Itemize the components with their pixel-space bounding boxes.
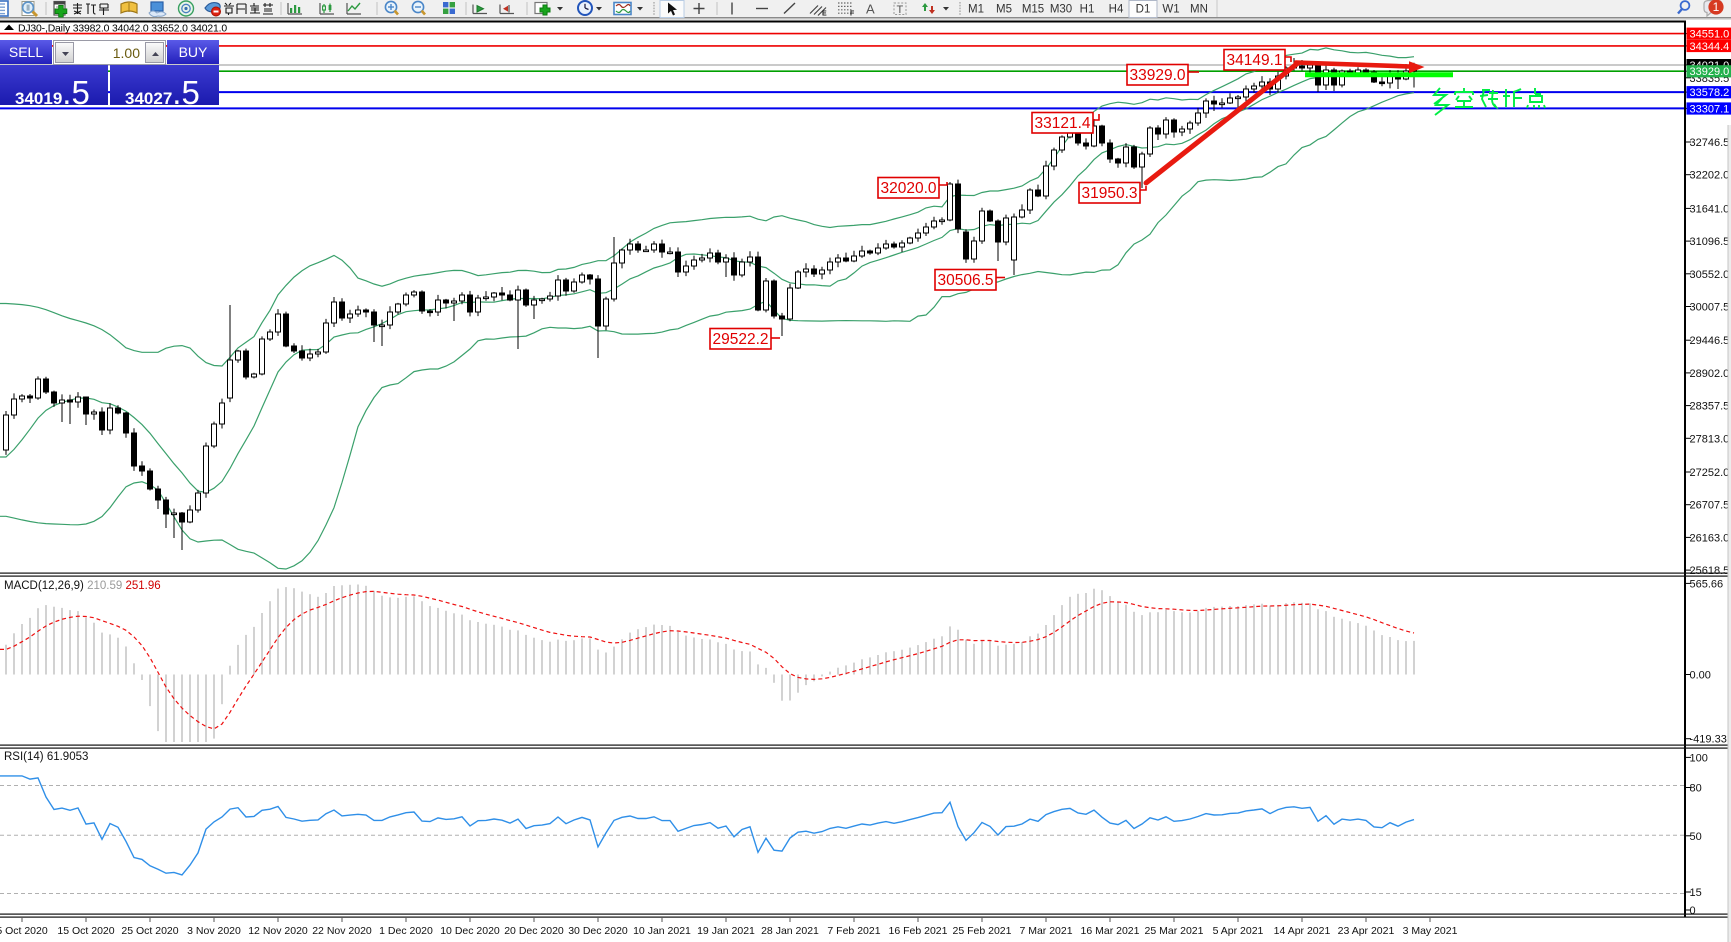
svg-text:M30: M30: [1050, 4, 1072, 16]
svg-text:565.66: 565.66: [1690, 578, 1724, 590]
svg-text:29522.2: 29522.2: [712, 331, 768, 348]
svg-text:RSI(14) 61.9053: RSI(14) 61.9053: [4, 751, 88, 763]
svg-text:33929.0: 33929.0: [1690, 66, 1730, 78]
svg-text:20 Dec 2020: 20 Dec 2020: [504, 925, 564, 937]
svg-text:34344.4: 34344.4: [1690, 41, 1730, 53]
svg-text:80: 80: [1690, 783, 1702, 795]
svg-text:31641.0: 31641.0: [1690, 203, 1730, 215]
svg-text:-419.33: -419.33: [1690, 734, 1727, 746]
svg-text:34149.1: 34149.1: [1226, 52, 1282, 69]
svg-text:28902.0: 28902.0: [1690, 368, 1730, 380]
svg-text:25 Oct 2020: 25 Oct 2020: [121, 925, 178, 937]
svg-text:H4: H4: [1109, 4, 1124, 16]
svg-text:32746.5: 32746.5: [1690, 137, 1730, 149]
svg-text:T: T: [897, 4, 904, 16]
svg-text:DJ30-,Daily 33982.0 34042.0 3: DJ30-,Daily 33982.0 34042.0 33652.0 3402…: [18, 24, 227, 35]
svg-text:33578.2: 33578.2: [1690, 87, 1730, 99]
svg-text:33929.0: 33929.0: [1129, 67, 1185, 84]
svg-text:H1: H1: [1080, 4, 1095, 16]
svg-text:100: 100: [1690, 752, 1708, 764]
svg-text:M1: M1: [968, 4, 984, 16]
svg-text:31950.3: 31950.3: [1081, 185, 1137, 202]
svg-text:5 Apr 2021: 5 Apr 2021: [1213, 925, 1264, 937]
svg-text:1 Dec 2020: 1 Dec 2020: [379, 925, 433, 937]
svg-text:15 Oct 2020: 15 Oct 2020: [57, 925, 114, 937]
svg-text:W1: W1: [1162, 4, 1179, 16]
svg-text:31096.5: 31096.5: [1690, 236, 1730, 248]
svg-text:25 Feb 2021: 25 Feb 2021: [953, 925, 1012, 937]
svg-text:10 Dec 2020: 10 Dec 2020: [440, 925, 500, 937]
svg-text:32020.0: 32020.0: [880, 180, 936, 197]
svg-text:F: F: [850, 11, 855, 18]
svg-text:1: 1: [1713, 0, 1720, 14]
svg-text:22 Nov 2020: 22 Nov 2020: [312, 925, 372, 937]
svg-text:0.00: 0.00: [1690, 670, 1711, 682]
svg-text:M5: M5: [996, 4, 1012, 16]
svg-text:33307.1: 33307.1: [1690, 103, 1730, 115]
svg-text:15: 15: [1690, 887, 1702, 899]
svg-text:30506.5: 30506.5: [937, 272, 993, 289]
svg-text:50: 50: [1690, 831, 1702, 843]
svg-text:12 Nov 2020: 12 Nov 2020: [248, 925, 308, 937]
svg-text:29446.5: 29446.5: [1690, 335, 1730, 347]
svg-text:14 Apr 2021: 14 Apr 2021: [1274, 925, 1331, 937]
svg-text:30552.0: 30552.0: [1690, 269, 1730, 281]
svg-text:26163.0: 26163.0: [1690, 532, 1730, 544]
svg-text:25 Mar 2021: 25 Mar 2021: [1145, 925, 1204, 937]
svg-text:16 Mar 2021: 16 Mar 2021: [1081, 925, 1140, 937]
svg-text:3 Nov 2020: 3 Nov 2020: [187, 925, 241, 937]
svg-text:32202.0: 32202.0: [1690, 170, 1730, 182]
svg-text:7 Feb 2021: 7 Feb 2021: [827, 925, 880, 937]
svg-text:5 Oct 2020: 5 Oct 2020: [0, 925, 48, 937]
svg-text:10 Jan 2021: 10 Jan 2021: [633, 925, 691, 937]
svg-text:7 Mar 2021: 7 Mar 2021: [1019, 925, 1072, 937]
svg-text:0: 0: [1690, 905, 1696, 917]
svg-text:30007.5: 30007.5: [1690, 302, 1730, 314]
svg-text:A: A: [866, 2, 875, 17]
svg-text:34551.0: 34551.0: [1690, 29, 1730, 41]
svg-text:MN: MN: [1190, 4, 1208, 16]
svg-text:30 Dec 2020: 30 Dec 2020: [568, 925, 628, 937]
svg-text:M15: M15: [1022, 4, 1044, 16]
svg-text:16 Feb 2021: 16 Feb 2021: [889, 925, 948, 937]
svg-text:D1: D1: [1136, 4, 1151, 16]
svg-text:28357.5: 28357.5: [1690, 401, 1730, 413]
svg-text:27252.0: 27252.0: [1690, 467, 1730, 479]
svg-text:33121.4: 33121.4: [1034, 115, 1090, 132]
svg-text:25618.5: 25618.5: [1690, 565, 1730, 577]
svg-text:28 Jan 2021: 28 Jan 2021: [761, 925, 819, 937]
svg-text:23 Apr 2021: 23 Apr 2021: [1338, 925, 1395, 937]
svg-text:26707.5: 26707.5: [1690, 500, 1730, 512]
svg-text:3 May 2021: 3 May 2021: [1403, 925, 1458, 937]
svg-text:E: E: [822, 11, 827, 18]
svg-text:19 Jan 2021: 19 Jan 2021: [697, 925, 755, 937]
svg-text:MACD(12,26,9) 210.59 251.96: MACD(12,26,9) 210.59 251.96: [4, 580, 161, 592]
svg-text:27813.0: 27813.0: [1690, 433, 1730, 445]
